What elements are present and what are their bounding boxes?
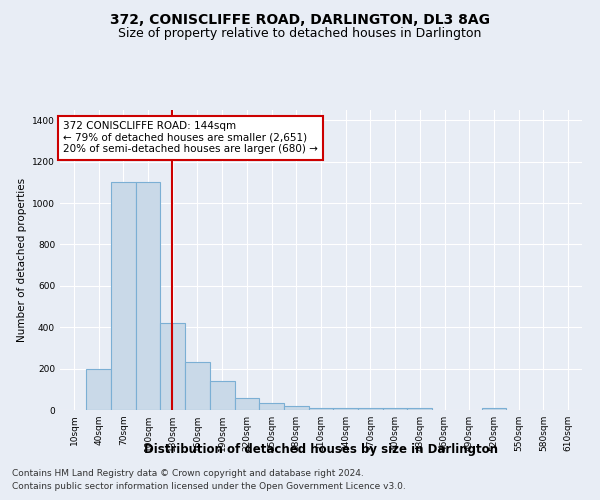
Bar xyxy=(334,408,358,410)
Text: Contains HM Land Registry data © Crown copyright and database right 2024.: Contains HM Land Registry data © Crown c… xyxy=(12,468,364,477)
Bar xyxy=(136,182,160,410)
Bar xyxy=(111,182,136,410)
Bar xyxy=(210,381,235,410)
Text: 372 CONISCLIFFE ROAD: 144sqm
← 79% of detached houses are smaller (2,651)
20% of: 372 CONISCLIFFE ROAD: 144sqm ← 79% of de… xyxy=(63,121,318,154)
Text: Size of property relative to detached houses in Darlington: Size of property relative to detached ho… xyxy=(118,28,482,40)
Bar xyxy=(259,403,284,410)
Text: Contains public sector information licensed under the Open Government Licence v3: Contains public sector information licen… xyxy=(12,482,406,491)
Text: 372, CONISCLIFFE ROAD, DARLINGTON, DL3 8AG: 372, CONISCLIFFE ROAD, DARLINGTON, DL3 8… xyxy=(110,12,490,26)
Bar xyxy=(308,408,334,410)
Text: Distribution of detached houses by size in Darlington: Distribution of detached houses by size … xyxy=(144,442,498,456)
Bar xyxy=(482,408,506,410)
Bar xyxy=(383,408,407,410)
Bar xyxy=(185,362,210,410)
Bar xyxy=(235,398,259,410)
Bar xyxy=(284,406,308,410)
Bar xyxy=(358,408,383,410)
Bar xyxy=(160,323,185,410)
Bar xyxy=(86,368,111,410)
Bar xyxy=(407,408,432,410)
Y-axis label: Number of detached properties: Number of detached properties xyxy=(17,178,26,342)
